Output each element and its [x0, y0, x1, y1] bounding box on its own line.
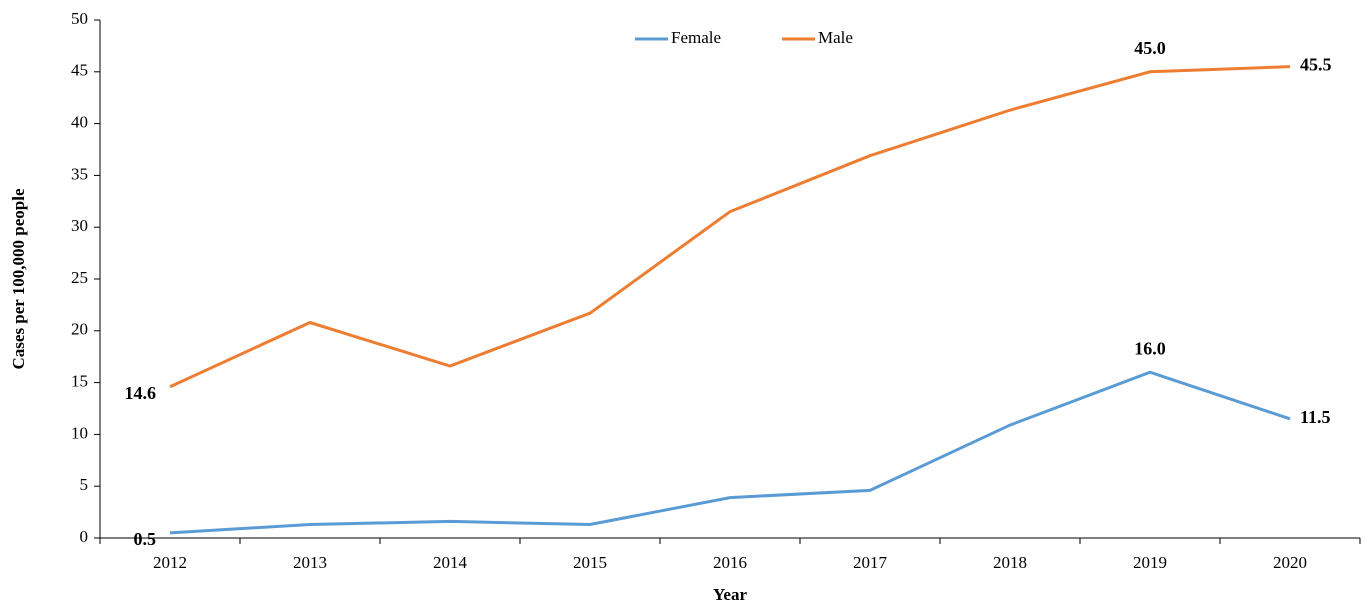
y-axis-label: Cases per 100,000 people [9, 188, 28, 369]
x-tick-label: 2017 [853, 553, 888, 572]
y-tick-label: 50 [71, 9, 88, 28]
value-label: 0.5 [134, 529, 157, 549]
legend-label: Male [818, 28, 853, 47]
value-label: 11.5 [1300, 407, 1331, 427]
y-tick-label: 35 [71, 164, 88, 183]
y-tick-label: 15 [71, 372, 88, 391]
value-label: 14.6 [125, 383, 157, 403]
y-tick-label: 25 [71, 268, 88, 287]
x-tick-label: 2020 [1273, 553, 1307, 572]
x-tick-label: 2014 [433, 553, 468, 572]
y-tick-label: 0 [80, 527, 89, 546]
y-tick-label: 40 [71, 113, 88, 132]
x-tick-label: 2019 [1133, 553, 1167, 572]
x-tick-label: 2013 [293, 553, 327, 572]
value-label: 45.0 [1134, 38, 1166, 58]
line [169, 65, 1291, 389]
legend-label: Female [671, 28, 721, 47]
y-tick-label: 5 [80, 475, 89, 494]
x-tick-label: 2016 [713, 553, 747, 572]
value-label: 45.5 [1300, 55, 1332, 75]
y-tick-label: 45 [71, 61, 88, 80]
line [169, 370, 1291, 535]
y-tick-label: 30 [71, 216, 88, 235]
x-tick-label: 2015 [573, 553, 607, 572]
x-tick-label: 2012 [153, 553, 187, 572]
x-axis-label: Year [713, 585, 747, 604]
y-tick-label: 20 [71, 320, 88, 339]
value-label: 16.0 [1134, 338, 1166, 358]
x-tick-label: 2018 [993, 553, 1027, 572]
y-tick-label: 10 [71, 423, 88, 442]
